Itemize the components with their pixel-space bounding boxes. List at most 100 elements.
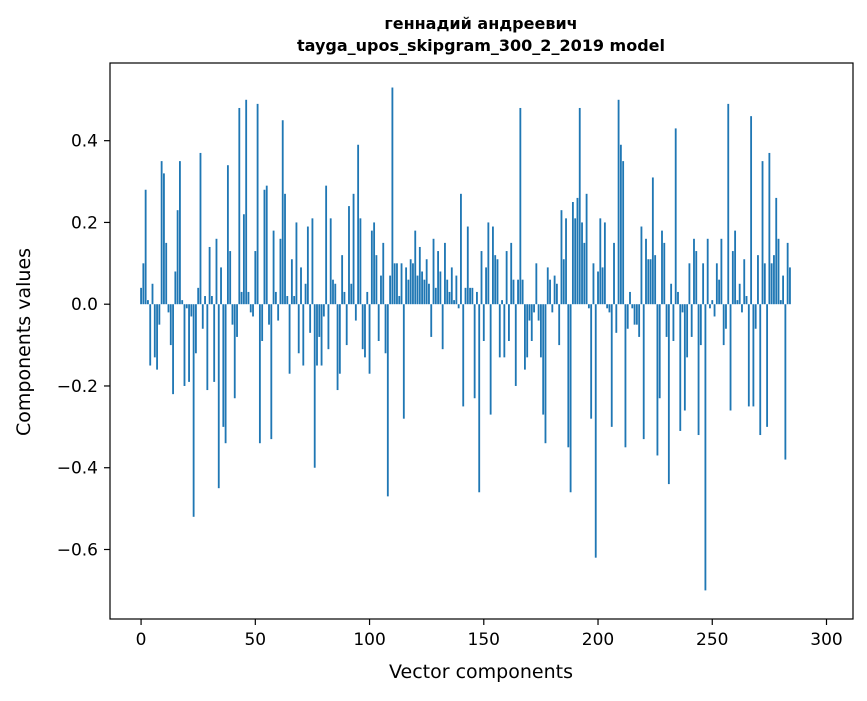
bar [779,300,782,305]
bar [581,222,583,305]
bar [777,238,780,305]
bar [508,304,510,341]
bar [496,259,499,305]
bar [713,304,716,317]
bar [286,296,289,305]
bar [617,99,620,305]
bar [462,304,465,407]
bar [693,238,695,305]
bar [450,267,453,305]
bar [300,267,302,305]
bar [677,291,679,305]
bar [738,283,741,305]
bar [686,304,689,358]
bar [197,287,200,305]
bar [311,218,314,305]
bar [368,304,371,374]
bar [213,304,216,382]
bar [699,304,702,346]
bar [642,304,645,440]
bar [729,304,732,411]
bar [261,304,264,341]
bar [268,304,270,325]
bar [418,246,421,305]
bar [439,271,442,305]
bar [345,304,348,346]
bar [169,304,172,346]
bar [473,304,476,399]
bar [272,230,275,305]
y-tick-label: −0.4 [57,459,98,479]
bar [322,304,325,317]
bar [736,300,739,305]
bar [690,304,693,337]
bar [179,161,181,305]
bar [487,222,490,305]
bar [498,304,501,358]
y-axis-ticks: −0.6 −0.4 −0.2 0.0 0.2 0.4 [57,132,110,561]
bar [160,161,163,305]
bar [754,304,757,329]
bar [423,279,426,305]
bar [386,304,389,497]
bar [631,304,634,309]
bar [402,304,405,419]
bar [416,275,419,305]
x-tick-label: 300 [810,630,842,650]
bar [501,300,503,305]
y-tick-label: −0.2 [57,377,98,397]
bar [613,242,615,305]
bar [158,304,161,325]
bar [441,304,444,350]
bars-group [140,87,791,591]
bar [471,287,474,305]
bar [210,296,213,305]
bar [601,267,604,305]
bar [709,304,711,309]
bar [172,304,174,395]
bar [224,304,227,444]
bar [256,103,259,305]
bar [528,304,531,321]
bar [565,218,567,305]
bar [336,304,339,391]
bar [750,116,753,305]
bar [215,238,218,305]
bar [380,275,382,305]
bar [606,304,609,309]
bar [761,161,764,305]
bar [199,152,202,305]
bar [539,304,542,358]
bar [304,283,307,305]
bar [453,300,455,305]
bar [163,173,165,305]
bar [517,279,519,305]
bar [725,304,727,329]
bar [437,251,440,305]
y-tick-label: 0.4 [71,132,98,152]
bar [638,304,641,337]
bar [412,263,414,305]
bar [603,222,606,305]
bar [763,263,766,305]
bar [775,197,778,305]
bar [562,259,565,305]
bar [654,255,657,305]
bar [594,304,597,558]
bar [338,304,341,374]
bar [231,304,234,325]
bar [553,275,556,305]
bar [188,304,190,382]
bar [400,263,403,305]
bar [226,165,229,305]
y-tick-label: 0.0 [71,295,98,315]
bar [551,304,554,313]
bar [165,242,168,305]
bar [185,304,188,309]
bar [555,283,558,305]
bar [757,255,759,305]
bar [421,271,424,305]
bar [263,189,266,305]
bar [667,304,670,485]
